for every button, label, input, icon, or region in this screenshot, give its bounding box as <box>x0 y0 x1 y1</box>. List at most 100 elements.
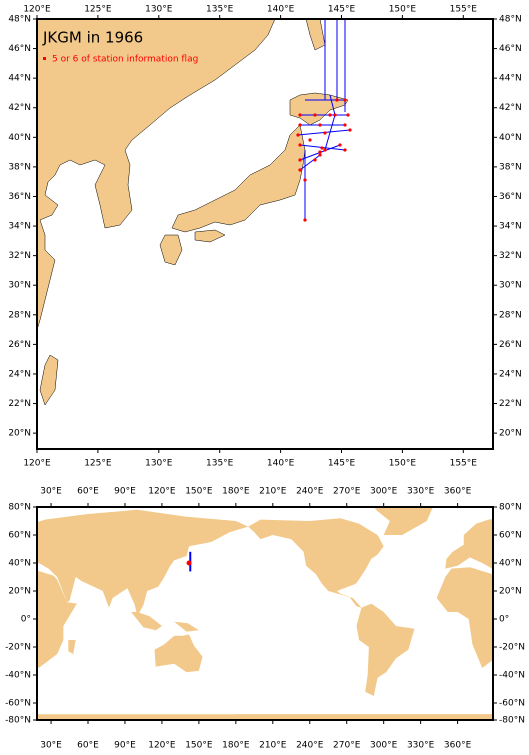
y-tick-label: 30°N <box>499 281 522 291</box>
station <box>298 158 302 162</box>
station <box>308 138 312 142</box>
y-tick-label: 40°N <box>8 559 31 569</box>
x-tick-label: 130°E <box>145 5 173 15</box>
station <box>328 113 332 117</box>
taiwan <box>39 354 59 406</box>
station <box>298 168 302 172</box>
y-tick-label: 44°N <box>8 74 31 84</box>
world-map <box>37 507 493 720</box>
x-tick-label: 360°E <box>444 741 472 751</box>
x-tick-label: 270°E <box>333 741 361 751</box>
y-tick-label: 30°N <box>8 281 31 291</box>
x-tick-label: 240°E <box>296 487 324 497</box>
y-tick-label: 40°N <box>499 559 522 569</box>
y-tick-label: 80°N <box>499 503 522 513</box>
land <box>174 621 199 632</box>
y-tick-label: 32°N <box>499 251 522 261</box>
x-tick-label: 90°E <box>114 741 136 751</box>
y-tick-label: 34°N <box>499 222 522 232</box>
x-tick-label: 300°E <box>370 487 398 497</box>
station <box>343 98 347 102</box>
x-tick-label: 140°E <box>267 459 295 469</box>
x-tick-label: 120°E <box>148 741 176 751</box>
land <box>248 518 384 608</box>
y-tick-label: 26°N <box>499 340 522 350</box>
x-tick-label: 300°E <box>370 741 398 751</box>
y-tick-label: 42°N <box>8 103 31 113</box>
x-tick-label: 180°E <box>222 487 250 497</box>
y-tick-label: 20°N <box>499 587 522 597</box>
x-tick-label: 210°E <box>259 741 287 751</box>
station <box>318 123 322 127</box>
x-tick-label: 60°E <box>77 741 99 751</box>
y-tick-label: 20°N <box>499 429 522 439</box>
station <box>348 128 352 132</box>
x-tick-label: 120°E <box>148 487 176 497</box>
y-tick-label: 28°N <box>499 310 522 320</box>
x-tick-label: 150°E <box>389 459 417 469</box>
x-tick-label: 210°E <box>259 487 287 497</box>
x-tick-label: 360°E <box>444 487 472 497</box>
world-frame <box>36 506 494 721</box>
station <box>323 131 327 135</box>
land <box>235 714 493 720</box>
land <box>37 570 77 668</box>
land <box>131 612 162 631</box>
regional-map <box>37 19 352 406</box>
y-tick-label: 26°N <box>8 340 31 350</box>
y-tick-label: -40°N <box>5 671 31 681</box>
shikoku <box>194 229 226 243</box>
station <box>298 113 302 117</box>
x-tick-label: 135°E <box>206 459 234 469</box>
x-tick-label: 125°E <box>84 5 112 15</box>
land <box>68 640 76 654</box>
station-tracks <box>296 19 352 222</box>
hokkaido <box>289 92 349 126</box>
x-tick-label: 180°E <box>222 741 250 751</box>
legend-label: 5 or 6 of station information flag <box>52 55 198 65</box>
station <box>318 150 322 154</box>
x-tick-label: 150°E <box>185 487 213 497</box>
y-tick-label: 48°N <box>499 15 522 25</box>
y-tick-label: -40°N <box>499 671 525 681</box>
y-tick-label: 0° <box>499 615 509 625</box>
station <box>338 143 342 147</box>
y-tick-label: 44°N <box>499 74 522 84</box>
sakhalin <box>305 19 326 51</box>
y-tick-label: 24°N <box>499 369 522 379</box>
y-tick-label: 24°N <box>8 369 31 379</box>
land <box>373 507 433 535</box>
y-tick-label: 46°N <box>499 44 522 54</box>
x-tick-label: 130°E <box>145 459 173 469</box>
x-tick-label: 125°E <box>84 459 112 469</box>
station <box>298 123 302 127</box>
y-tick-label: 40°N <box>8 133 31 143</box>
station <box>313 113 317 117</box>
land <box>445 519 493 570</box>
x-tick-label: 155°E <box>450 459 478 469</box>
y-tick-label: -80°N <box>499 716 525 726</box>
x-tick-label: 150°E <box>185 741 213 751</box>
x-tick-label: 30°E <box>40 741 62 751</box>
station <box>343 123 347 127</box>
y-tick-label: 38°N <box>8 162 31 172</box>
y-tick-label: 38°N <box>499 162 522 172</box>
y-tick-label: 48°N <box>8 15 31 25</box>
regional-frame <box>36 18 494 450</box>
y-tick-label: -20°N <box>499 643 525 653</box>
x-tick-label: 330°E <box>407 741 435 751</box>
station <box>335 98 339 102</box>
land <box>436 567 493 668</box>
y-tick-label: 60°N <box>499 531 522 541</box>
y-tick-label: 80°N <box>8 503 31 513</box>
station-cluster <box>186 560 192 566</box>
x-tick-label: 135°E <box>206 5 234 15</box>
y-tick-label: -20°N <box>5 643 31 653</box>
x-tick-label: 30°E <box>40 487 62 497</box>
station <box>303 178 307 182</box>
y-tick-label: -60°N <box>5 699 31 709</box>
station <box>296 133 300 137</box>
legend-marker <box>43 57 46 60</box>
y-tick-label: 22°N <box>499 399 522 409</box>
